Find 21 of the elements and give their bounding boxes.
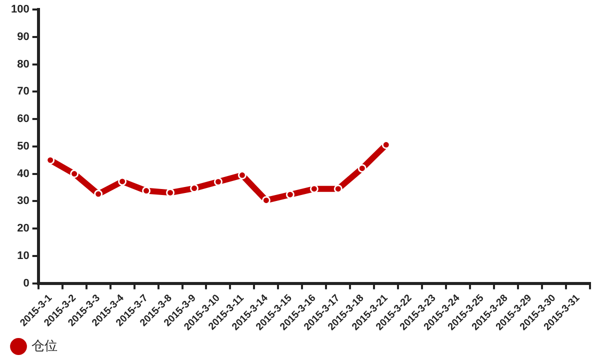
y-tick-label: 70: [17, 86, 30, 98]
y-tick-label: 60: [17, 113, 30, 126]
point: [94, 190, 103, 198]
y-tick-label: 100: [10, 4, 30, 16]
point: [190, 184, 199, 193]
point: [70, 170, 79, 178]
point: [358, 164, 366, 173]
point: [286, 190, 294, 199]
y-tick-label: 90: [17, 31, 30, 43]
point: [214, 177, 222, 186]
legend-label: 仓位: [32, 338, 58, 354]
y-tick-label: 30: [17, 195, 30, 208]
y-tick-label: 0: [23, 277, 30, 290]
point: [310, 184, 318, 194]
y-tick-label: 40: [17, 168, 30, 180]
point: [382, 140, 390, 150]
point: [166, 188, 175, 197]
y-tick-label: 50: [17, 140, 30, 152]
y-tick-label: 10: [17, 250, 30, 262]
y-tick-label: 80: [17, 58, 30, 70]
y-tick-label: 20: [17, 222, 30, 235]
